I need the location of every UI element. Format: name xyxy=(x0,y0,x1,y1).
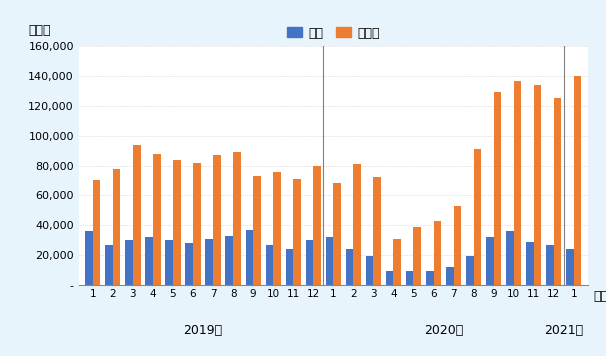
Bar xyxy=(566,249,574,285)
Bar xyxy=(133,145,141,285)
Bar xyxy=(466,256,473,285)
Bar xyxy=(574,76,581,285)
Legend: 新車, 中古車: 新車, 中古車 xyxy=(282,21,385,44)
Bar xyxy=(93,180,101,285)
Bar xyxy=(165,240,173,285)
Bar xyxy=(366,256,373,285)
Bar xyxy=(193,163,201,285)
Bar xyxy=(353,164,361,285)
Text: 2019年: 2019年 xyxy=(184,324,222,337)
Bar xyxy=(526,242,534,285)
Bar xyxy=(546,245,554,285)
Bar xyxy=(453,206,461,285)
Bar xyxy=(285,249,293,285)
Bar xyxy=(173,159,181,285)
Bar xyxy=(233,152,241,285)
Bar xyxy=(446,267,453,285)
Bar xyxy=(433,221,441,285)
Bar xyxy=(185,243,193,285)
Bar xyxy=(494,93,501,285)
Bar xyxy=(346,249,353,285)
Bar xyxy=(325,237,333,285)
Bar xyxy=(125,240,133,285)
Bar xyxy=(554,99,561,285)
Bar xyxy=(225,236,233,285)
Text: （台）: （台） xyxy=(28,24,50,37)
Text: 2020年: 2020年 xyxy=(424,324,463,337)
Bar xyxy=(333,183,341,285)
Bar xyxy=(393,239,401,285)
Text: 2021年: 2021年 xyxy=(544,324,584,337)
Bar xyxy=(305,240,313,285)
Bar xyxy=(105,245,113,285)
Bar xyxy=(406,271,413,285)
Bar xyxy=(145,237,153,285)
Bar xyxy=(514,80,521,285)
Bar xyxy=(473,149,481,285)
Bar xyxy=(205,239,213,285)
Bar xyxy=(153,154,161,285)
Bar xyxy=(373,178,381,285)
Bar xyxy=(253,176,261,285)
Bar xyxy=(426,271,433,285)
Bar xyxy=(293,179,301,285)
Bar xyxy=(386,271,393,285)
Bar xyxy=(213,155,221,285)
Bar xyxy=(413,227,421,285)
Bar xyxy=(85,231,93,285)
Text: （月）: （月） xyxy=(593,289,606,303)
Bar xyxy=(245,230,253,285)
Bar xyxy=(113,168,121,285)
Bar xyxy=(273,172,281,285)
Bar xyxy=(486,237,494,285)
Bar xyxy=(534,85,541,285)
Bar xyxy=(506,231,514,285)
Bar xyxy=(313,166,321,285)
Bar xyxy=(265,245,273,285)
